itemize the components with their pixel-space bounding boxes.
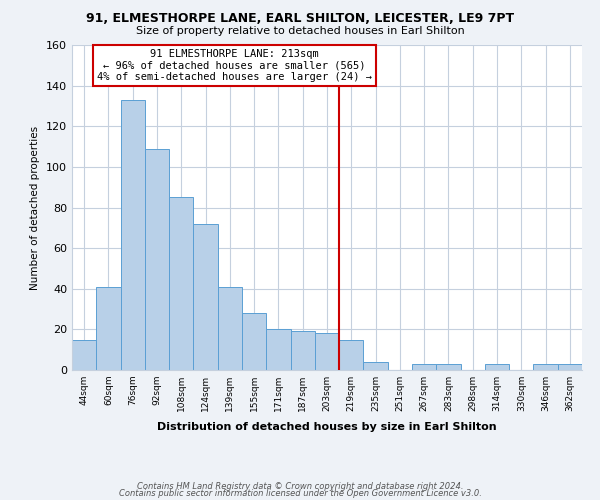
Bar [121, 100, 145, 370]
Bar [169, 198, 193, 370]
Bar [315, 334, 339, 370]
Text: Contains HM Land Registry data © Crown copyright and database right 2024.: Contains HM Land Registry data © Crown c… [137, 482, 463, 491]
Text: Size of property relative to detached houses in Earl Shilton: Size of property relative to detached ho… [136, 26, 464, 36]
Bar [485, 364, 509, 370]
Bar [266, 330, 290, 370]
Bar [193, 224, 218, 370]
Bar [145, 148, 169, 370]
Text: 91, ELMESTHORPE LANE, EARL SHILTON, LEICESTER, LE9 7PT: 91, ELMESTHORPE LANE, EARL SHILTON, LEIC… [86, 12, 514, 26]
Y-axis label: Number of detached properties: Number of detached properties [31, 126, 40, 290]
Bar [96, 286, 121, 370]
Bar [412, 364, 436, 370]
Bar [533, 364, 558, 370]
X-axis label: Distribution of detached houses by size in Earl Shilton: Distribution of detached houses by size … [157, 422, 497, 432]
Bar [436, 364, 461, 370]
Bar [218, 286, 242, 370]
Bar [558, 364, 582, 370]
Text: 91 ELMESTHORPE LANE: 213sqm
← 96% of detached houses are smaller (565)
4% of sem: 91 ELMESTHORPE LANE: 213sqm ← 96% of det… [97, 49, 372, 82]
Bar [290, 332, 315, 370]
Bar [72, 340, 96, 370]
Text: Contains public sector information licensed under the Open Government Licence v3: Contains public sector information licen… [119, 490, 481, 498]
Bar [339, 340, 364, 370]
Bar [242, 313, 266, 370]
Bar [364, 362, 388, 370]
